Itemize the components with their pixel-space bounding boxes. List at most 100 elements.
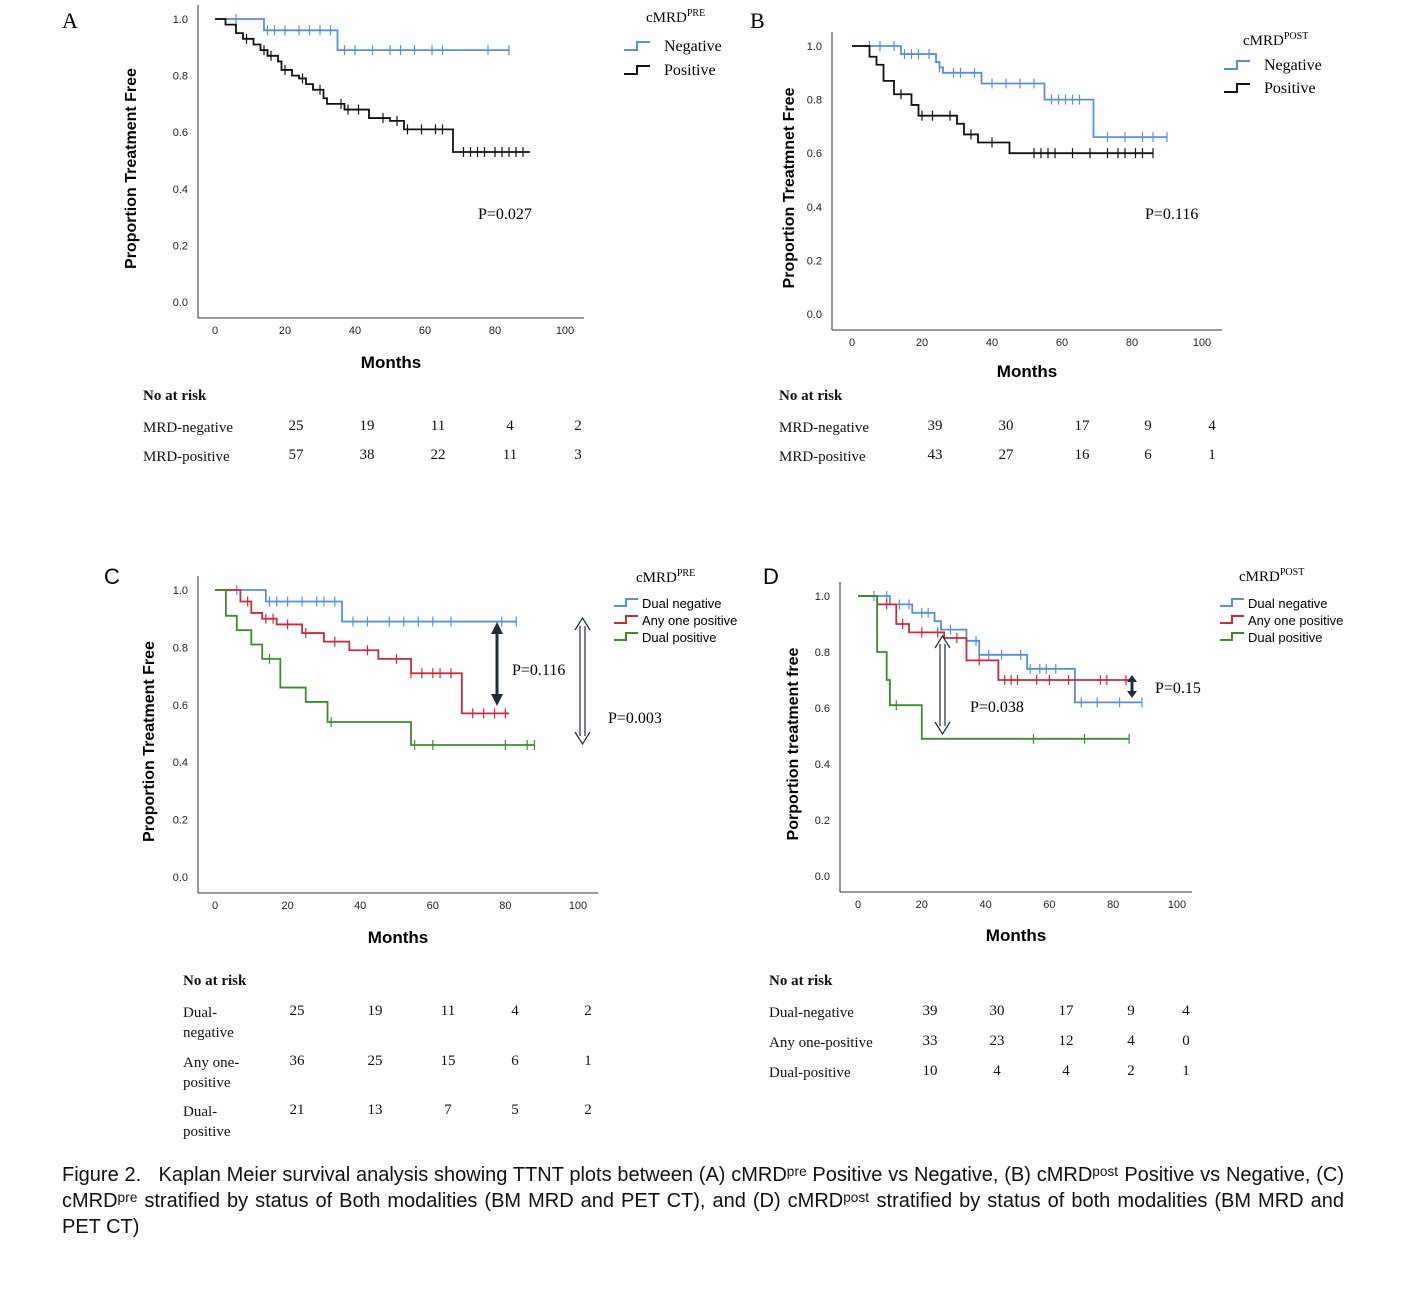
- p-value-c-1: P=0.003: [608, 710, 662, 727]
- risk-row-label-d: Any one-positive: [769, 1035, 873, 1051]
- risk-table-header-c: No at risk: [183, 973, 247, 989]
- x-tick-label-b: 20: [916, 337, 928, 349]
- x-tick-label-a: 0: [212, 325, 218, 337]
- risk-table-d: No at risk Dual-negative 39 30 17 9 4 Any one-p…: [740, 560, 1408, 1160]
- x-tick-label-a: 60: [419, 325, 431, 337]
- risk-value-a: 22: [430, 447, 446, 463]
- risk-value-a: 19: [359, 418, 375, 434]
- risk-value-c: 11: [440, 1003, 456, 1019]
- legend-title-a: cMRDPRE: [646, 8, 705, 26]
- panel-b: B 0 20 40 60 80 100 0.0 0.2 0.4 0.6 0.8 1.0 Months Pro…: [740, 0, 1408, 520]
- legend-label-c-1: Any one positive: [642, 613, 737, 628]
- risk-value-b: 27: [998, 447, 1014, 463]
- arrow-head-d-3: [1127, 691, 1137, 698]
- y-tick-label-a: 0.0: [173, 297, 188, 309]
- panel-a: A 0 20 40 60 80 100 0.0 0.2 0.4 0.6 0.8 1.0 Months Pro…: [0, 0, 760, 520]
- x-axis-title-a: Months: [361, 353, 421, 372]
- y-tick-label-c: 0.6: [173, 700, 188, 712]
- risk-value-c: 6: [511, 1053, 519, 1069]
- risk-value-d: 23: [989, 1033, 1005, 1049]
- x-tick-label-d: 60: [1043, 899, 1055, 911]
- x-axis-title-d: Months: [986, 926, 1046, 945]
- y-tick-label-c: 0.4: [173, 757, 188, 769]
- risk-value-b: 39: [927, 418, 943, 434]
- risk-value-d: 9: [1127, 1003, 1135, 1019]
- risk-value-b: 9: [1144, 418, 1152, 434]
- risk-value-d: 39: [922, 1003, 938, 1019]
- legend-swatch-c-2: [614, 632, 638, 641]
- legend-label-d-0: Dual negative: [1248, 596, 1328, 611]
- risk-value-d: 4: [993, 1063, 1001, 1079]
- x-axis-title-c: Months: [368, 928, 428, 947]
- y-tick-label-d: 0.6: [815, 703, 830, 715]
- y-tick-label-b: 1.0: [807, 41, 822, 53]
- panel-label-a: A: [62, 8, 78, 33]
- legend-label-a-1: Positive: [664, 62, 716, 79]
- arrow-shaft-c-1: [579, 626, 586, 736]
- risk-row-label-a: MRD-positive: [143, 449, 230, 465]
- risk-row-label-b: MRD-positive: [779, 449, 866, 465]
- risk-value-c: 13: [367, 1102, 383, 1118]
- x-tick-label-a: 20: [279, 325, 291, 337]
- panel-label-b: B: [750, 8, 765, 33]
- y-tick-label-d: 0.2: [815, 815, 830, 827]
- y-axis-title-b: Proportion Treatmnet Free: [781, 87, 798, 288]
- x-tick-label-d: 80: [1107, 899, 1119, 911]
- km-curve-d-1: [858, 595, 1130, 681]
- chart-a-svg: A 0 20 40 60 80 100 0.0 0.2 0.4 0.6 0.8 1.0 Months Pro…: [62, 5, 722, 372]
- legend-swatch-b-0: [1224, 60, 1250, 70]
- legend-swatch-a-0: [624, 41, 650, 51]
- risk-value-d: 2: [1127, 1063, 1135, 1079]
- risk-value-d: 4: [1062, 1063, 1070, 1079]
- arrow-shaft-d-0: [939, 644, 946, 726]
- risk-value-b: 16: [1074, 447, 1090, 463]
- y-tick-label-a: 0.2: [173, 240, 188, 252]
- x-tick-label-d: 0: [855, 899, 861, 911]
- risk-table-c: No at risk Dual-negative 25 19 11 4 2 Any one-p…: [0, 560, 760, 1160]
- km-curve-c-2: [215, 589, 535, 746]
- risk-table-a: No at risk MRD-negative 25 19 11 4 2 MRD-positi…: [0, 0, 760, 520]
- figure-caption: Figure 2. Kaplan Meier survival analysis…: [62, 1162, 1344, 1240]
- risk-value-a: 25: [288, 418, 304, 434]
- risk-table-header-b: No at risk: [779, 388, 843, 404]
- y-tick-label-c: 0.8: [173, 642, 188, 654]
- risk-value-c: 36: [289, 1053, 305, 1069]
- y-tick-label-a: 0.4: [173, 184, 188, 196]
- x-tick-label-b: 0: [849, 337, 855, 349]
- risk-value-a: 4: [506, 418, 514, 434]
- legend-label-a-0: Negative: [664, 38, 722, 55]
- p-value-c-0: P=0.116: [512, 662, 565, 679]
- arrow-head-d-0: [934, 634, 951, 649]
- y-tick-label-b: 0.2: [807, 255, 822, 267]
- risk-value-c: 21: [289, 1102, 305, 1118]
- risk-table-b: No at risk MRD-negative 39 30 17 9 4 MRD-positi…: [740, 0, 1408, 520]
- legend-swatch-d-2: [1220, 632, 1244, 641]
- y-axis-title-c: Proportion Treatment Free: [141, 641, 158, 842]
- x-tick-label-b: 60: [1056, 337, 1068, 349]
- y-tick-label-d: 0.4: [815, 759, 830, 771]
- risk-value-d: 0: [1182, 1033, 1190, 1049]
- y-axis-title-a: Proportion Treatment Free: [123, 68, 140, 269]
- x-tick-label-b: 80: [1126, 337, 1138, 349]
- risk-value-c: 2: [584, 1003, 592, 1019]
- x-tick-label-a: 100: [556, 325, 574, 337]
- x-tick-label-c: 40: [354, 900, 366, 912]
- y-tick-label-d: 1.0: [815, 591, 830, 603]
- x-tick-label-b: 40: [986, 337, 998, 349]
- x-tick-label-b: 100: [1193, 337, 1211, 349]
- risk-value-c: 5: [511, 1102, 519, 1118]
- x-tick-label-c: 0: [212, 900, 218, 912]
- panel-c: C 0 20 40 60 80 100 0.0 0.2 0.4 0.6 0.8 1.0 Months Pro…: [0, 560, 760, 1160]
- risk-value-a: 2: [574, 418, 582, 434]
- chart-c-svg: C 0 20 40 60 80 100 0.0 0.2 0.4 0.6 0.8 1.0 Months Pro…: [104, 564, 737, 947]
- km-curve-a-1: [215, 18, 530, 153]
- risk-value-a: 38: [359, 447, 375, 463]
- y-tick-label-b: 0.0: [807, 309, 822, 321]
- legend-title-d: cMRDPOST: [1239, 567, 1304, 585]
- risk-value-a: 11: [430, 418, 446, 434]
- legend-label-d-2: Dual positive: [1248, 630, 1322, 645]
- risk-value-c: 2: [584, 1102, 592, 1118]
- risk-value-d: 12: [1058, 1033, 1074, 1049]
- arrow-head-c-0: [491, 622, 503, 634]
- risk-table-header-d: No at risk: [769, 973, 833, 989]
